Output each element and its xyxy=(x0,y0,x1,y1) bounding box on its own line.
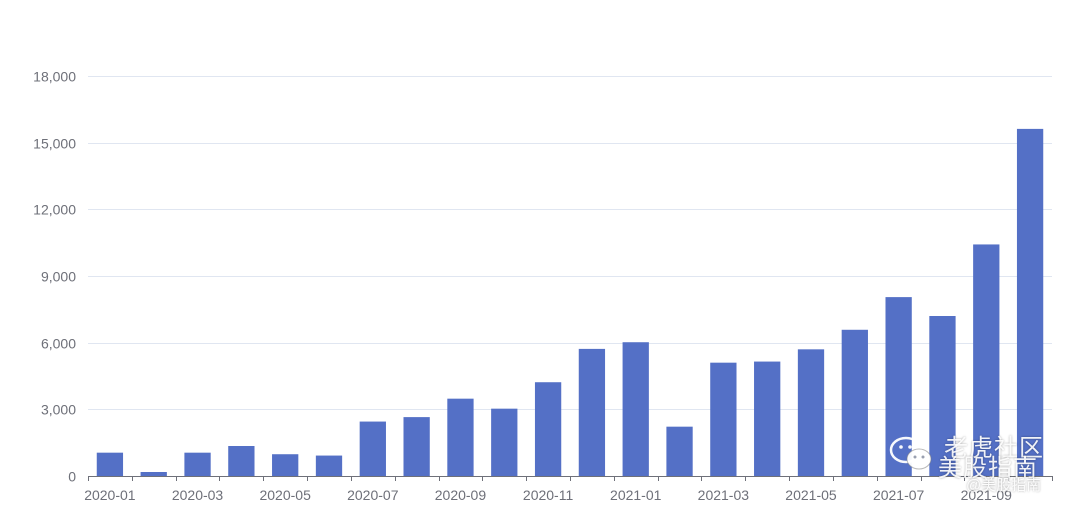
y-tick-label: 3,000 xyxy=(41,402,76,418)
y-tick-label: 6,000 xyxy=(41,336,76,352)
bar-2021-01[interactable] xyxy=(622,342,649,476)
axes xyxy=(88,476,1053,481)
bar-2021-10[interactable] xyxy=(1016,128,1044,476)
bar-2021-03[interactable] xyxy=(710,362,737,476)
bar-2020-01[interactable] xyxy=(96,452,124,476)
bar-2020-03[interactable] xyxy=(184,452,211,476)
bar-2021-09[interactable] xyxy=(973,244,1000,476)
bar-2020-05[interactable] xyxy=(272,454,299,476)
y-tick-labels: 0 3,000 6,000 9,000 12,000 15,000 18,000 xyxy=(33,69,76,485)
bar-2021-02[interactable] xyxy=(666,426,693,476)
y-tick-label: 0 xyxy=(68,469,76,485)
x-tick-label: 2020-05 xyxy=(259,487,311,503)
bar-2020-07[interactable] xyxy=(359,421,386,476)
x-tick-label: 2020-07 xyxy=(347,487,399,503)
x-tick-label: 2021-07 xyxy=(873,487,925,503)
x-tick-label: 2021-05 xyxy=(785,487,837,503)
bar-2020-06[interactable] xyxy=(315,455,343,476)
y-tick-label: 12,000 xyxy=(33,202,76,218)
x-tick-label: 2020-03 xyxy=(172,487,224,503)
x-tick-label: 2020-11 xyxy=(523,487,574,503)
bar-2020-10[interactable] xyxy=(491,408,518,476)
y-tick-label: 9,000 xyxy=(41,269,76,285)
x-tick-label: 2021-09 xyxy=(961,487,1013,503)
bar-2021-04[interactable] xyxy=(754,361,781,476)
bar-2021-06[interactable] xyxy=(841,329,868,476)
bar-2021-07[interactable] xyxy=(885,297,912,476)
bar-2020-12[interactable] xyxy=(578,348,606,476)
bar-2020-09[interactable] xyxy=(447,398,474,476)
bar-2021-05[interactable] xyxy=(797,349,825,476)
bar-2020-08[interactable] xyxy=(403,417,430,476)
x-tick-label: 2021-01 xyxy=(610,487,662,503)
x-tick-label: 2021-03 xyxy=(698,487,750,503)
bar-2020-11[interactable] xyxy=(534,382,562,476)
bar-2021-08[interactable] xyxy=(929,316,956,476)
bar-2020-04[interactable] xyxy=(228,446,255,476)
x-tick-labels: 2020-01 2020-03 2020-05 2020-07 2020-09 2020-… xyxy=(84,487,1012,503)
bars xyxy=(96,128,1044,476)
y-tick-label: 18,000 xyxy=(33,69,76,85)
bar-2020-02[interactable] xyxy=(140,472,167,476)
x-tick-label: 2020-09 xyxy=(435,487,487,503)
x-tick-label: 2020-01 xyxy=(84,487,136,503)
y-tick-label: 15,000 xyxy=(33,136,76,152)
